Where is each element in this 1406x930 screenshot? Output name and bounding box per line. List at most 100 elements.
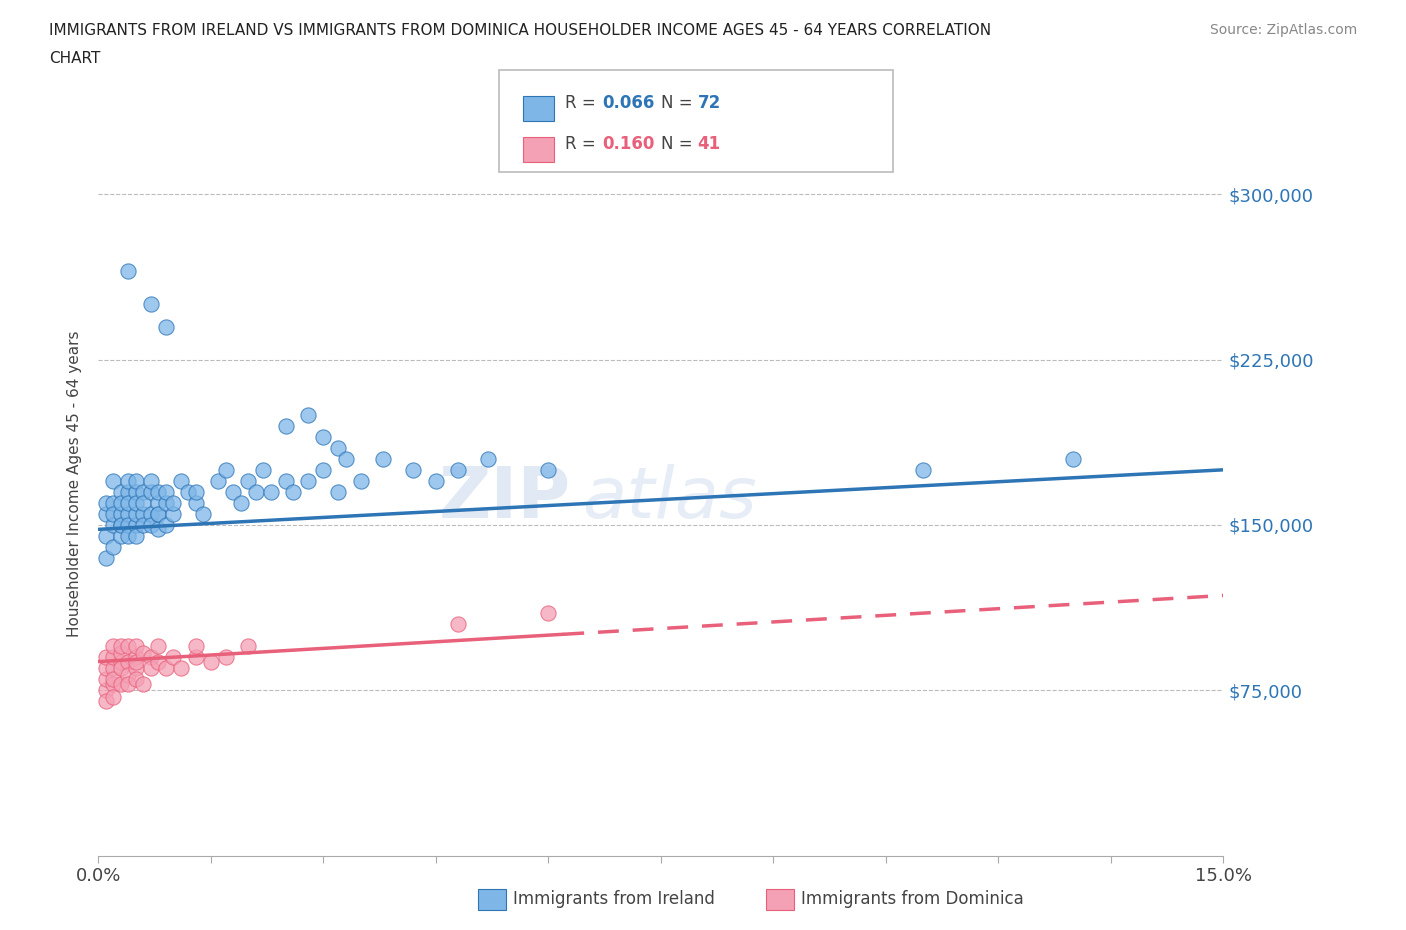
Y-axis label: Householder Income Ages 45 - 64 years: Householder Income Ages 45 - 64 years (67, 330, 83, 637)
Point (110, 645, 132, 660)
Point (425, 473, 447, 488)
Point (184, 485, 207, 499)
Point (94, 694, 117, 709)
Point (117, 264, 139, 279)
Text: R =: R = (565, 94, 602, 113)
Point (132, 507, 155, 522)
Point (139, 661, 162, 676)
Point (139, 473, 162, 488)
Point (103, 671, 125, 686)
Text: 0.066: 0.066 (602, 94, 654, 113)
Point (252, 462, 274, 477)
Point (447, 617, 470, 631)
Point (110, 654, 132, 669)
Point (117, 654, 139, 669)
Point (1062, 451, 1084, 466)
Point (222, 485, 245, 499)
Point (350, 473, 373, 488)
Text: Source: ZipAtlas.com: Source: ZipAtlas.com (1209, 23, 1357, 37)
Point (110, 528, 132, 543)
Text: N =: N = (661, 135, 697, 153)
Point (283, 485, 305, 499)
Point (125, 485, 148, 499)
Text: 0.160: 0.160 (602, 135, 654, 153)
Point (447, 462, 470, 477)
Text: 72: 72 (697, 94, 721, 113)
Point (312, 462, 335, 477)
Point (148, 496, 170, 511)
Point (94, 683, 117, 698)
Point (125, 661, 148, 676)
Point (125, 517, 148, 532)
Point (162, 650, 184, 665)
Point (125, 528, 148, 543)
Point (912, 462, 935, 477)
Point (103, 496, 125, 511)
Point (148, 507, 170, 522)
Point (117, 676, 139, 691)
Text: IMMIGRANTS FROM IRELAND VS IMMIGRANTS FROM DOMINICA HOUSEHOLDER INCOME AGES 45 -: IMMIGRANTS FROM IRELAND VS IMMIGRANTS FR… (49, 23, 991, 38)
Point (110, 507, 132, 522)
Point (103, 650, 125, 665)
Point (328, 440, 350, 455)
Point (125, 650, 148, 665)
Point (260, 485, 283, 499)
Point (103, 689, 125, 704)
Point (117, 528, 139, 543)
Point (170, 473, 193, 488)
Point (132, 517, 155, 532)
Point (402, 462, 425, 477)
Point (184, 496, 207, 511)
Point (155, 485, 177, 499)
Text: CHART: CHART (49, 51, 101, 66)
Point (335, 451, 357, 466)
Point (245, 485, 267, 499)
Point (139, 485, 162, 499)
Point (238, 473, 260, 488)
Point (125, 639, 148, 654)
Point (373, 451, 395, 466)
Point (117, 485, 139, 499)
Point (148, 522, 170, 537)
Point (117, 473, 139, 488)
Text: Immigrants from Dominica: Immigrants from Dominica (801, 890, 1024, 909)
Point (229, 496, 252, 511)
Point (207, 473, 229, 488)
Point (132, 645, 155, 660)
Point (162, 496, 184, 511)
Text: R =: R = (565, 135, 602, 153)
Point (94, 496, 117, 511)
Point (110, 517, 132, 532)
Point (139, 650, 162, 665)
Point (148, 639, 170, 654)
Point (125, 496, 148, 511)
Point (125, 671, 148, 686)
Point (117, 507, 139, 522)
Point (297, 407, 319, 422)
Point (170, 661, 193, 676)
Point (94, 507, 117, 522)
Point (94, 528, 117, 543)
Point (94, 671, 117, 686)
Point (155, 319, 177, 334)
Point (215, 462, 238, 477)
Text: N =: N = (661, 94, 697, 113)
Point (148, 485, 170, 499)
Point (110, 676, 132, 691)
Point (94, 650, 117, 665)
Point (162, 507, 184, 522)
Point (103, 639, 125, 654)
Point (103, 507, 125, 522)
Point (312, 430, 335, 445)
Point (103, 661, 125, 676)
Point (215, 650, 238, 665)
Point (117, 517, 139, 532)
Point (110, 496, 132, 511)
Point (148, 507, 170, 522)
Point (110, 639, 132, 654)
Point (110, 517, 132, 532)
Point (477, 451, 499, 466)
Point (200, 654, 222, 669)
Point (103, 473, 125, 488)
Point (297, 473, 319, 488)
